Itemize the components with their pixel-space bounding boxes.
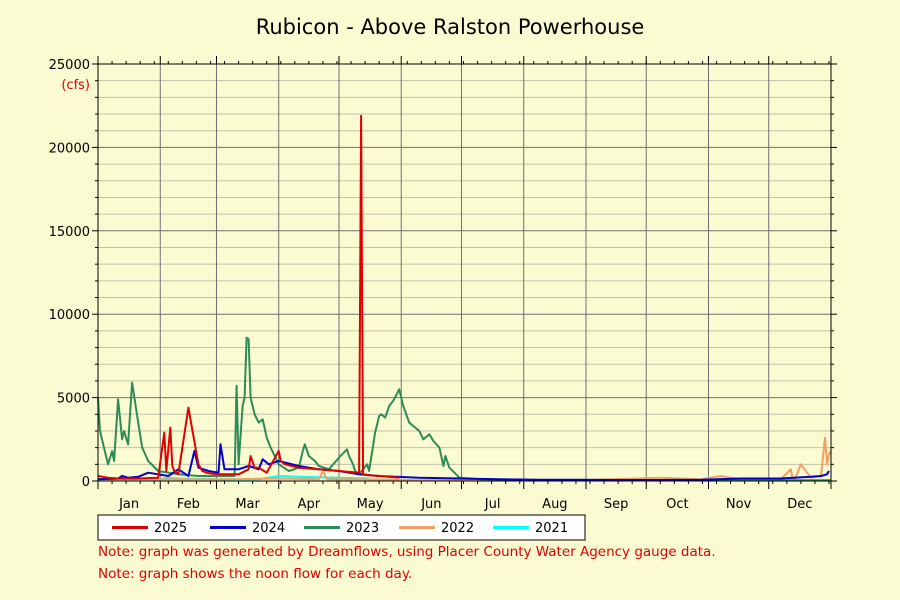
- y-tick-label: 20000: [49, 141, 90, 156]
- plot-frame: [97, 63, 832, 482]
- legend-label-2021: 2021: [535, 521, 568, 536]
- x-tick-label: Apr: [298, 497, 321, 512]
- y-unit-label: (cfs): [61, 78, 90, 93]
- legend-label-2024: 2024: [252, 521, 285, 536]
- y-tick-label: 5000: [57, 392, 90, 407]
- x-tick-label: Jul: [484, 497, 501, 512]
- y-tick-label: 15000: [49, 225, 90, 240]
- note-source: Note: graph was generated by Dreamflows,…: [98, 544, 716, 560]
- y-tick-label: 0: [82, 475, 90, 490]
- series-line-2025: [97, 114, 400, 480]
- x-tick-label: Sep: [604, 497, 629, 512]
- legend-label-2022: 2022: [441, 521, 474, 536]
- x-tick-label: Mar: [235, 497, 260, 512]
- plot-area: [98, 64, 831, 481]
- y-tick-label: 25000: [49, 58, 90, 73]
- legend-label-2023: 2023: [346, 521, 379, 536]
- x-tick-label: May: [357, 497, 384, 512]
- chart-title: Rubicon - Above Ralston Powerhouse: [256, 15, 645, 39]
- series-line-2023: [97, 336, 831, 482]
- legend-label-2025: 2025: [154, 521, 187, 536]
- y-tick-label: 10000: [49, 308, 90, 323]
- x-tick-label: Dec: [787, 497, 812, 512]
- x-tick-label: Jun: [420, 497, 441, 512]
- x-tick-label: Jan: [118, 497, 139, 512]
- x-tick-label: Nov: [726, 497, 752, 512]
- series-line-2024: [97, 443, 830, 481]
- x-tick-label: Oct: [666, 497, 688, 512]
- x-tick-label: Feb: [177, 497, 200, 512]
- note-noon-flow: Note: graph shows the noon flow for each…: [98, 566, 413, 582]
- x-tick-label: Aug: [542, 497, 567, 512]
